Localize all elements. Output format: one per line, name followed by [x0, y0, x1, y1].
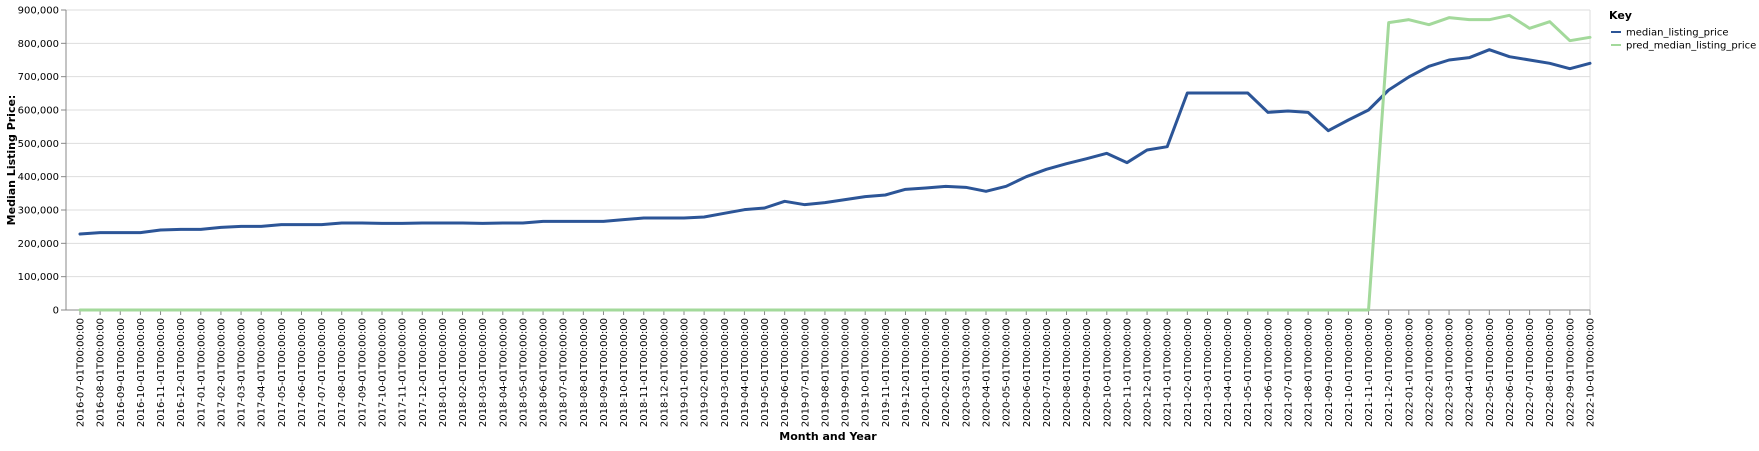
x-tick-label: 2019-06-01T00:00:00: [780, 318, 791, 427]
x-tick-label: 2017-09-01T00:00:00: [357, 318, 368, 427]
legend-label: median_listing_price: [1626, 28, 1729, 39]
x-tick-label: 2020-11-01T00:00:00: [1122, 318, 1133, 427]
x-tick-label: 2020-08-01T00:00:00: [1062, 318, 1073, 427]
x-tick-label: 2018-09-01T00:00:00: [599, 318, 610, 427]
x-tick-label: 2021-03-01T00:00:00: [1203, 318, 1214, 427]
x-tick-label: 2022-02-01T00:00:00: [1424, 318, 1435, 427]
series-line-median-listing-price: [78, 48, 1592, 236]
x-tick-label: 2018-08-01T00:00:00: [579, 318, 590, 427]
x-tick-label: 2017-10-01T00:00:00: [378, 318, 389, 427]
y-tick-label: 100,000: [18, 272, 59, 283]
x-tick-label: 2020-01-01T00:00:00: [921, 318, 932, 427]
x-tick-label: 2019-05-01T00:00:00: [760, 318, 771, 427]
x-tick-label: 2021-10-01T00:00:00: [1344, 318, 1355, 427]
x-tick-label: 2019-12-01T00:00:00: [901, 318, 912, 427]
x-tick-label: 2016-08-01T00:00:00: [96, 318, 107, 427]
x-tick-label: 2018-10-01T00:00:00: [619, 318, 630, 427]
x-tick-label: 2021-08-01T00:00:00: [1304, 318, 1315, 427]
y-tick-label: 500,000: [18, 139, 59, 150]
x-tick-label: 2017-12-01T00:00:00: [418, 318, 429, 427]
y-axis-title: Median Listing Price:: [5, 95, 18, 226]
x-tick-label: 2016-09-01T00:00:00: [116, 318, 127, 427]
x-tick-label: 2020-06-01T00:00:00: [1022, 318, 1033, 427]
x-tick-label: 2022-07-01T00:00:00: [1525, 318, 1536, 427]
x-tick-label: 2020-07-01T00:00:00: [1042, 318, 1053, 427]
x-tick-label: 2021-01-01T00:00:00: [1163, 318, 1174, 427]
x-tick-label: 2019-07-01T00:00:00: [800, 318, 811, 427]
x-tick-label: 2020-02-01T00:00:00: [941, 318, 952, 427]
x-tick-label: 2017-06-01T00:00:00: [297, 318, 308, 427]
x-tick-label: 2017-01-01T00:00:00: [196, 318, 207, 427]
x-tick-label: 2017-05-01T00:00:00: [277, 318, 288, 427]
x-axis-title: Month and Year: [779, 430, 877, 443]
x-tick-label: 2018-03-01T00:00:00: [478, 318, 489, 427]
x-tick-label: 2021-04-01T00:00:00: [1223, 318, 1234, 427]
x-tick-label: 2020-03-01T00:00:00: [961, 318, 972, 427]
x-tick-label: 2021-11-01T00:00:00: [1364, 318, 1375, 427]
legend-label: pred_median_listing_price: [1626, 41, 1756, 52]
x-tick-label: 2022-05-01T00:00:00: [1485, 318, 1496, 427]
x-tick-label: 2019-10-01T00:00:00: [861, 318, 872, 427]
x-tick-label: 2018-06-01T00:00:00: [539, 318, 550, 427]
x-tick-label: 2018-11-01T00:00:00: [639, 318, 650, 427]
y-tick-label: 600,000: [18, 106, 59, 117]
x-tick-label: 2021-12-01T00:00:00: [1384, 318, 1395, 427]
x-tick-label: 2022-09-01T00:00:00: [1565, 318, 1576, 427]
x-tick-label: 2018-12-01T00:00:00: [659, 318, 670, 427]
axes-layer: 0 100,000 200,000 300,000 400,000 500,000 600,…: [18, 6, 1597, 428]
x-tick-label: 2022-08-01T00:00:00: [1545, 318, 1556, 427]
y-tick-label: 0: [53, 306, 59, 317]
x-tick-label: 2021-09-01T00:00:00: [1324, 318, 1335, 427]
x-tick-label: 2021-06-01T00:00:00: [1263, 318, 1274, 427]
x-tick-label: 2022-06-01T00:00:00: [1505, 318, 1516, 427]
x-tick-label: 2018-07-01T00:00:00: [559, 318, 570, 427]
series-line-pred-median-listing-price: [78, 13, 1592, 312]
y-tick-label: 900,000: [18, 6, 59, 17]
x-tick-label: 2019-11-01T00:00:00: [881, 318, 892, 427]
x-tick-label: 2020-09-01T00:00:00: [1082, 318, 1093, 427]
x-tick-label: 2019-03-01T00:00:00: [720, 318, 731, 427]
x-tick-label: 2019-08-01T00:00:00: [820, 318, 831, 427]
x-tick-label: 2022-10-01T00:00:00: [1586, 318, 1597, 427]
x-tick-label: 2018-01-01T00:00:00: [438, 318, 449, 427]
x-tick-label: 2016-10-01T00:00:00: [136, 318, 147, 427]
x-tick-label: 2016-11-01T00:00:00: [156, 318, 167, 427]
x-tick-label: 2017-08-01T00:00:00: [337, 318, 348, 427]
x-tick-label: 2017-02-01T00:00:00: [216, 318, 227, 427]
x-tick-label: 2021-07-01T00:00:00: [1284, 318, 1295, 427]
x-tick-label: 2020-05-01T00:00:00: [1002, 318, 1013, 427]
y-tick-label: 200,000: [18, 239, 59, 250]
x-tick-label: 2017-11-01T00:00:00: [398, 318, 409, 427]
y-tick-label: 300,000: [18, 206, 59, 217]
x-tick-label: 2020-10-01T00:00:00: [1102, 318, 1113, 427]
x-tick-label: 2021-05-01T00:00:00: [1243, 318, 1254, 427]
x-tick-label: 2017-03-01T00:00:00: [237, 318, 248, 427]
y-tick-label: 800,000: [18, 39, 59, 50]
x-tick-label: 2016-12-01T00:00:00: [176, 318, 187, 427]
x-tick-label: 2017-04-01T00:00:00: [257, 318, 268, 427]
x-tick-label: 2022-03-01T00:00:00: [1445, 318, 1456, 427]
x-tick-label: 2022-01-01T00:00:00: [1404, 318, 1415, 427]
legend-title: Key: [1609, 9, 1632, 22]
x-tick-label: 2022-04-01T00:00:00: [1465, 318, 1476, 427]
y-tick-label: 700,000: [18, 72, 59, 83]
x-tick-label: 2016-07-01T00:00:00: [76, 318, 87, 427]
grid-layer: [65, 9, 1591, 311]
x-tick-label: 2019-01-01T00:00:00: [680, 318, 691, 427]
x-tick-label: 2019-09-01T00:00:00: [841, 318, 852, 427]
x-tick-label: 2021-02-01T00:00:00: [1183, 318, 1194, 427]
series-layer: [78, 13, 1592, 312]
x-tick-label: 2018-04-01T00:00:00: [498, 318, 509, 427]
legend: Key median_listing_price pred_median_list…: [1609, 9, 1756, 52]
x-tick-label: 2019-02-01T00:00:00: [700, 318, 711, 427]
x-tick-label: 2020-04-01T00:00:00: [982, 318, 993, 427]
x-tick-label: 2018-02-01T00:00:00: [458, 318, 469, 427]
x-tick-label: 2020-12-01T00:00:00: [1143, 318, 1154, 427]
x-tick-label: 2019-04-01T00:00:00: [740, 318, 751, 427]
x-tick-label: 2018-05-01T00:00:00: [518, 318, 529, 427]
y-tick-label: 400,000: [18, 172, 59, 183]
x-tick-label: 2017-07-01T00:00:00: [317, 318, 328, 427]
